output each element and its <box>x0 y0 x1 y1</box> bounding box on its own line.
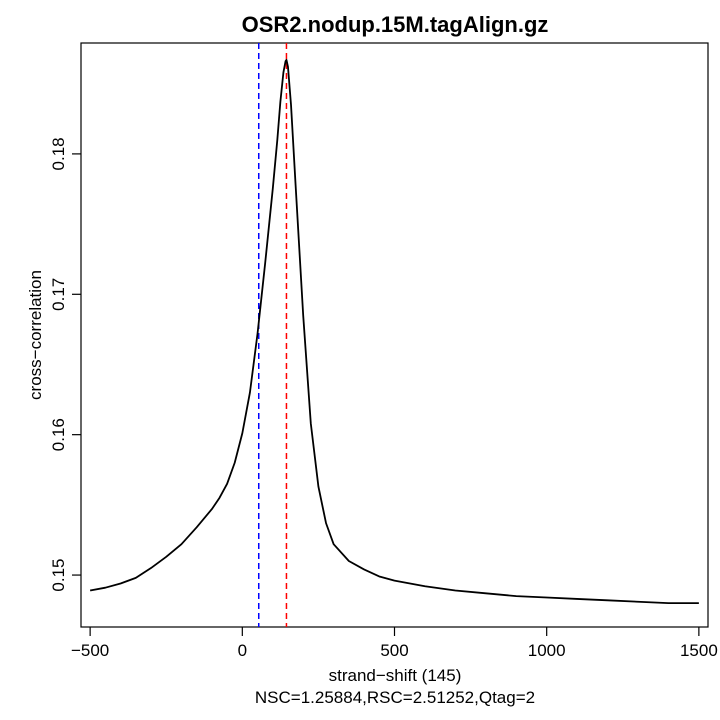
x-axis-title: strand−shift (145) <box>329 666 462 685</box>
chart-subtitle: NSC=1.25884,RSC=2.51252,Qtag=2 <box>255 688 535 707</box>
x-axis: −500 0 500 1000 1500 <box>71 627 718 660</box>
reference-lines <box>258 43 288 627</box>
x-tick-label: 1500 <box>680 641 718 660</box>
x-tick-label: 1000 <box>528 641 566 660</box>
x-tick-label: −500 <box>71 641 109 660</box>
y-axis: 0.15 0.16 0.17 0.18 <box>49 137 81 592</box>
y-tick-label: 0.18 <box>49 137 68 170</box>
y-tick-label: 0.15 <box>49 559 68 592</box>
y-axis-title: cross−correlation <box>26 270 45 400</box>
y-tick-label: 0.16 <box>49 418 68 451</box>
series-group <box>89 58 699 605</box>
chart-title: OSR2.nodup.15M.tagAlign.gz <box>242 12 549 37</box>
x-tick-label: 500 <box>380 641 408 660</box>
plot-frame <box>80 42 709 628</box>
y-tick-label: 0.17 <box>49 278 68 311</box>
x-tick-label: 0 <box>238 641 247 660</box>
cross-correlation-line <box>89 58 699 605</box>
